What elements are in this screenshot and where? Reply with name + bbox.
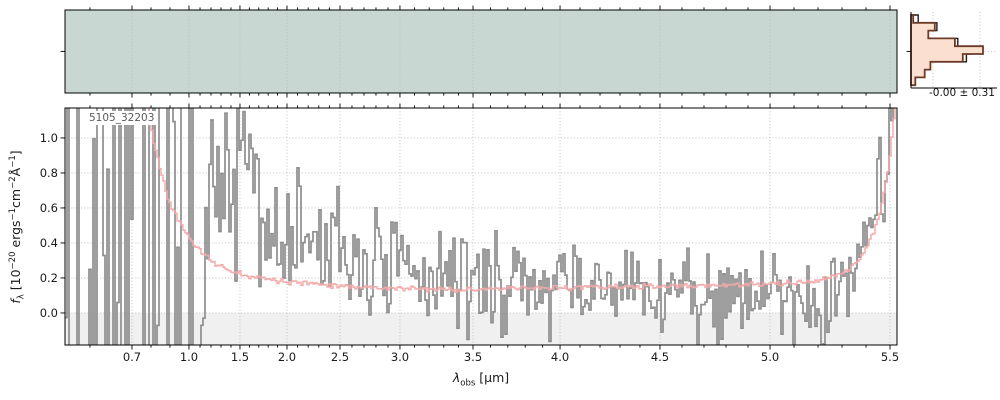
1d-data — [65, 108, 896, 345]
1d-axes: 0.7 1.0 1.5 2.0 2.5 3.0 3.5 4.0 4.5 5.0 5.5 0.0 0.2 0… — [40, 103, 899, 364]
y-axis-label: fλ [10−20 ergs−1cm−2Å−1] — [7, 150, 27, 304]
2d-panel — [65, 10, 897, 93]
histogram-panel — [906, 12, 997, 89]
svg-text:1.0: 1.0 — [40, 131, 58, 145]
svg-text:0.8: 0.8 — [40, 166, 58, 180]
svg-text:0.2: 0.2 — [40, 271, 58, 285]
svg-text:0.4: 0.4 — [40, 236, 58, 250]
svg-text:0.6: 0.6 — [40, 201, 58, 215]
x-axis-label: λobs [μm] — [411, 370, 551, 388]
1d-panel — [65, 108, 897, 345]
svg-text:2.0: 2.0 — [278, 350, 296, 364]
hist-stat-label: -0.00 ± 0.31 — [928, 87, 995, 99]
flux-subscript: λ — [16, 294, 27, 300]
svg-text:0.7: 0.7 — [123, 350, 141, 364]
svg-text:1.5: 1.5 — [231, 350, 249, 364]
flux-symbol: f — [8, 299, 23, 304]
svg-text:4.5: 4.5 — [651, 350, 669, 364]
svg-text:2.5: 2.5 — [331, 350, 349, 364]
lambda-subscript: obs — [460, 378, 476, 389]
histogram-salmon-steps — [910, 14, 984, 87]
object-id-label: 5105_32203 — [86, 111, 158, 125]
svg-text:3.0: 3.0 — [391, 350, 409, 364]
lambda-symbol: λ — [452, 370, 461, 385]
svg-text:3.5: 3.5 — [464, 350, 482, 364]
svg-text:0.0: 0.0 — [40, 306, 58, 320]
svg-text:5.0: 5.0 — [761, 350, 779, 364]
x-axis-unit: [μm] — [475, 370, 510, 385]
svg-text:1.0: 1.0 — [180, 350, 198, 364]
2d-axes — [60, 5, 898, 98]
svg-text:5.5: 5.5 — [881, 350, 899, 364]
svg-text:4.0: 4.0 — [551, 350, 569, 364]
